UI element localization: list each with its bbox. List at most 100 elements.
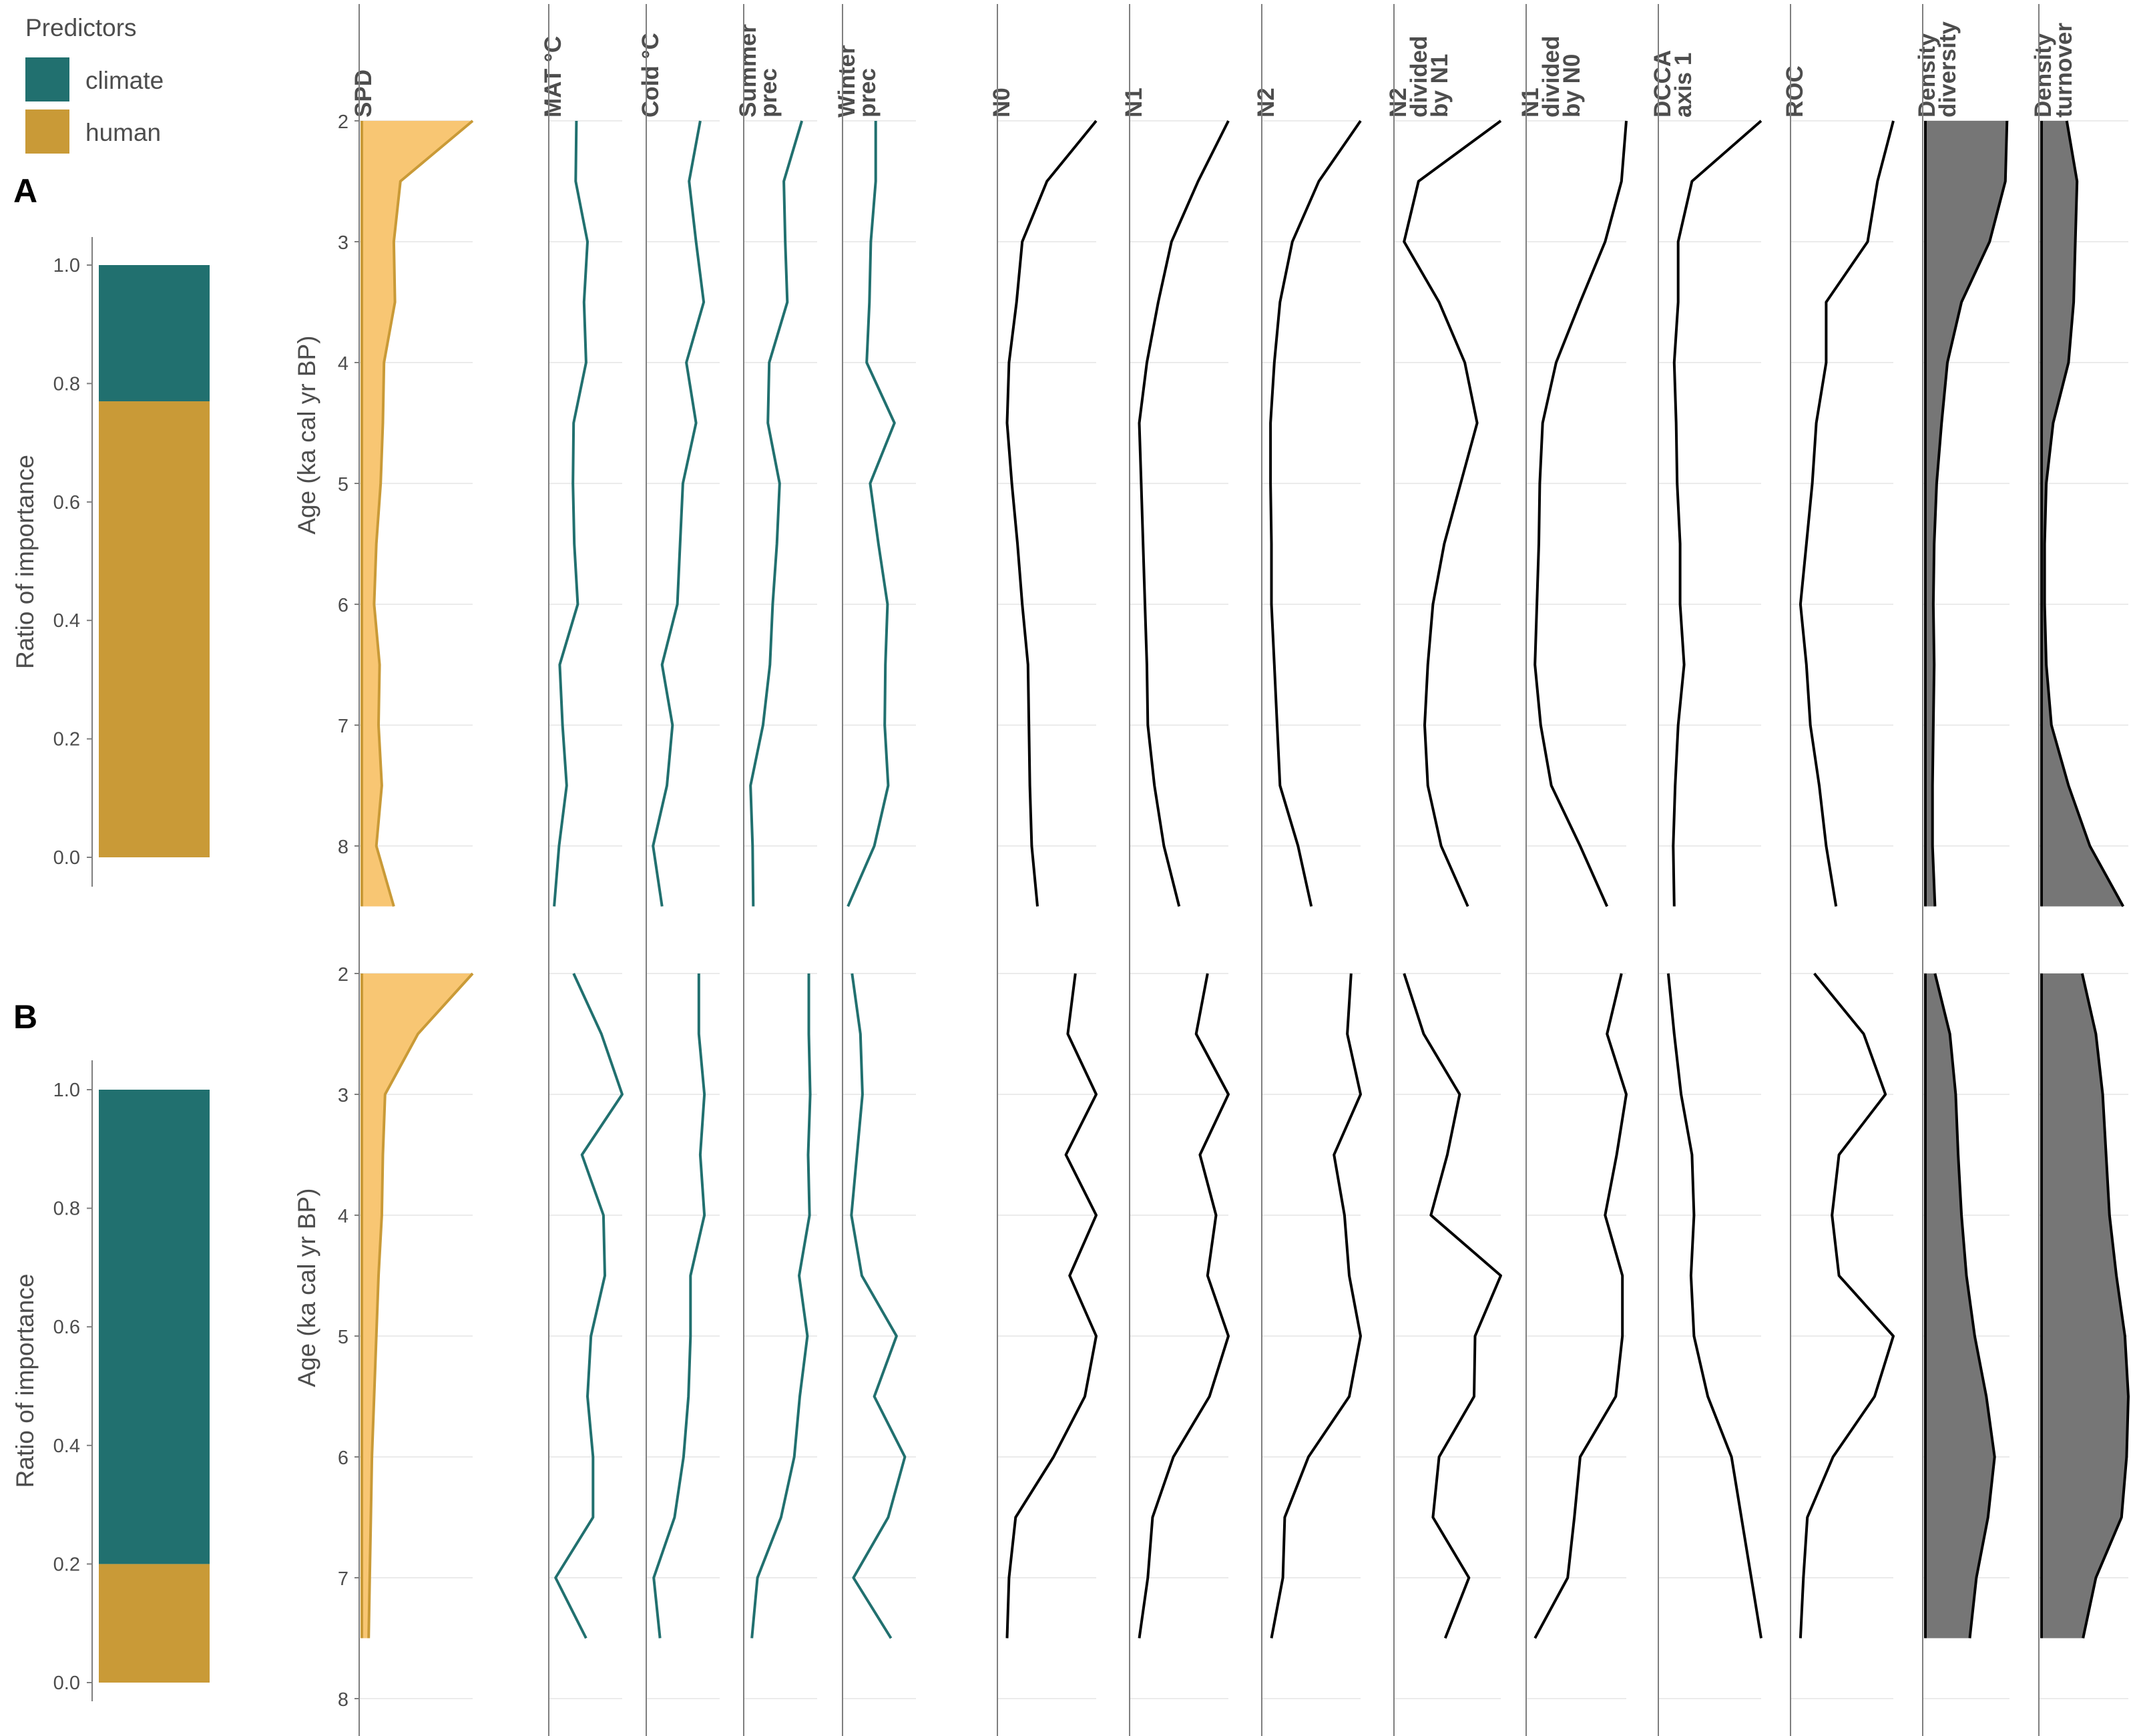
panel-b: B 0.0 0.2 0.4 0.6 0.8 1.0 Ratio of importance 2 3… <box>11 940 2130 1736</box>
bar-y-tick-label: 0.8 <box>53 373 80 395</box>
column-header-text: N1 <box>1121 87 1147 118</box>
panel-letter: A <box>13 172 37 210</box>
series-line <box>1403 973 1502 1639</box>
bar-y-tick-label: 1.0 <box>53 255 80 276</box>
series-line <box>554 973 624 1639</box>
age-tick-label: 4 <box>338 1206 348 1227</box>
column-n2-divided-by-n1 <box>1393 940 1502 1736</box>
age-axis-title: Age (ka cal yr BP) <box>293 336 320 535</box>
column-summer-prec <box>743 940 817 1736</box>
column-header-text: SPD <box>350 69 377 118</box>
column-n1 <box>1129 940 1230 1736</box>
column-summer-prec <box>743 4 817 943</box>
series-line <box>1933 973 1996 1639</box>
bar-segment-climate <box>99 1090 210 1564</box>
column-cold-c <box>646 4 720 943</box>
series-line <box>652 120 706 907</box>
column-header-text: prec <box>756 68 782 118</box>
series-line <box>1270 973 1362 1639</box>
series-line <box>2080 973 2130 1639</box>
series-area <box>2042 973 2128 1639</box>
column-mat-c <box>548 940 624 1736</box>
column-dcca-axis-1 <box>1658 940 1762 1736</box>
bar-y-tick-label: 1.0 <box>53 1080 80 1101</box>
bar-y-tick-label: 0.2 <box>53 1554 80 1575</box>
panel-letter: B <box>13 998 37 1036</box>
column-header-text: Density <box>2030 33 2056 118</box>
age-tick-label: 6 <box>338 1448 348 1469</box>
column-n0 <box>997 940 1098 1736</box>
column-header-text: N0 <box>989 87 1015 118</box>
series-line <box>2043 120 2125 907</box>
bar-y-tick-label: 0.4 <box>53 1436 80 1457</box>
column-header-text: diversity <box>1935 21 1961 118</box>
bar-segment-human <box>99 401 210 857</box>
column-header-text: MAT °C <box>540 36 566 118</box>
series-line <box>1138 120 1230 907</box>
column-n2 <box>1261 4 1362 943</box>
legend-label-climate: climate <box>85 67 164 94</box>
series-line <box>749 120 804 907</box>
age-axis: 2 3 4 5 6 7 8 Age (ka cal yr BP) <box>293 112 359 858</box>
column-header-text: prec <box>855 68 881 118</box>
column-winter-prec <box>842 940 916 1736</box>
column-header-text: N1 <box>1517 87 1544 118</box>
column-header-text: N2 <box>1385 87 1411 118</box>
legend: Predictors climate human <box>25 14 164 154</box>
column-header-text: ROC <box>1782 65 1808 118</box>
series-area <box>1925 973 1995 1639</box>
bar-y-tick-label: 0.2 <box>53 729 80 750</box>
age-tick-label: 8 <box>338 1689 348 1711</box>
column-roc <box>1790 4 1895 943</box>
column-mat-c <box>548 4 622 943</box>
column-header-text: by N1 <box>1427 54 1453 118</box>
age-axis: 2 3 4 5 6 7 8 Age (ka cal yr BP) <box>293 964 359 1711</box>
bar-axis-title: Ratio of importance <box>11 1274 39 1488</box>
age-tick-label: 8 <box>338 837 348 858</box>
series-area <box>1925 121 2007 907</box>
age-tick-label: 5 <box>338 1327 348 1348</box>
column-dcca-axis-1 <box>1658 4 1762 943</box>
bar-y-tick-label: 0.6 <box>53 1317 80 1338</box>
bar-y-tick-label: 0.8 <box>53 1199 80 1220</box>
column-n0 <box>997 4 1098 943</box>
column-roc <box>1790 940 1895 1736</box>
legend-swatch-human <box>25 110 69 154</box>
series-area <box>362 121 473 907</box>
column-header-text: by N0 <box>1559 54 1585 118</box>
importance-bar-chart: 0.0 0.2 0.4 0.6 0.8 1.0 Ratio of importance <box>11 1060 210 1701</box>
importance-bar-chart: 0.0 0.2 0.4 0.6 0.8 1.0 Ratio of importance <box>11 237 210 887</box>
column-header-text: turnover <box>2051 23 2077 118</box>
series-area <box>362 973 473 1639</box>
column-n1-divided-by-n0 <box>1525 940 1628 1736</box>
age-tick-label: 4 <box>338 353 348 375</box>
column-header-text: Winter <box>834 45 860 118</box>
series-line <box>1005 973 1098 1639</box>
legend-label-human: human <box>85 119 161 146</box>
age-tick-label: 7 <box>338 716 348 737</box>
column-n1 <box>1129 4 1230 943</box>
series-line <box>1403 120 1502 907</box>
series-line <box>553 120 589 907</box>
legend-title: Predictors <box>25 14 137 41</box>
bar-segment-climate <box>99 265 210 402</box>
series-line <box>1005 120 1098 907</box>
bar-axis-title: Ratio of importance <box>11 455 39 669</box>
series-line <box>750 973 812 1639</box>
column-density-turnover <box>2038 4 2128 943</box>
series-line <box>1672 120 1762 907</box>
series-line <box>1799 972 1895 1639</box>
age-tick-label: 2 <box>338 112 348 133</box>
column-n2-divided-by-n1 <box>1393 4 1502 943</box>
column-header-text: divided <box>1406 35 1432 118</box>
series-line <box>850 973 907 1639</box>
age-tick-label: 3 <box>338 232 348 254</box>
series-line <box>1138 973 1230 1639</box>
age-tick-label: 5 <box>338 474 348 495</box>
series-line <box>1666 973 1762 1639</box>
column-n2 <box>1261 940 1362 1736</box>
legend-swatch-climate <box>25 57 69 101</box>
